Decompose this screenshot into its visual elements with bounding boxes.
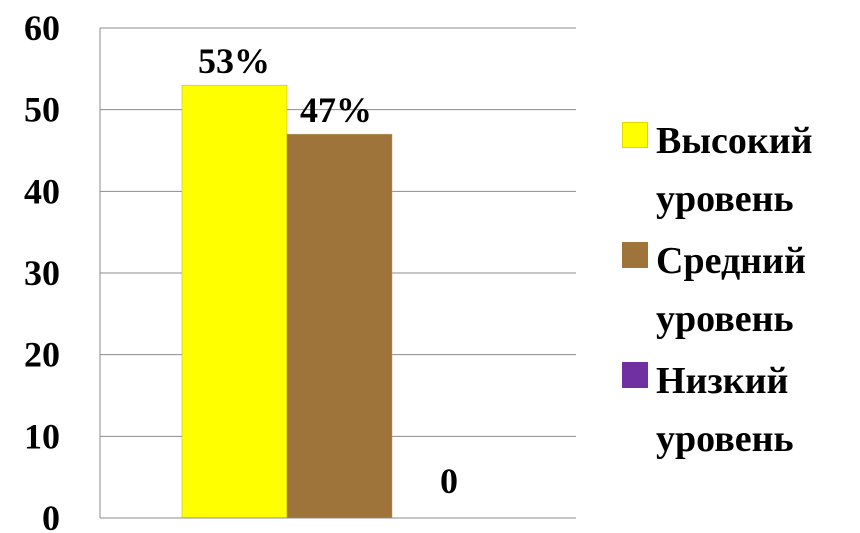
- y-tick-label-40: 40: [24, 171, 60, 211]
- legend-swatch-medium: [622, 242, 648, 268]
- y-tick-label-10: 10: [24, 416, 60, 456]
- y-tick-label-50: 50: [24, 90, 60, 130]
- legend-item-medium: Средний уровень: [622, 232, 858, 348]
- legend-swatch-low: [622, 362, 648, 388]
- y-tick-label-0: 0: [42, 498, 60, 533]
- y-tick-label-30: 30: [24, 253, 60, 293]
- y-tick-label-20: 20: [24, 335, 60, 375]
- data-label-medium: 47%: [300, 90, 372, 130]
- legend-label-low: Низкий уровень: [656, 360, 794, 460]
- data-labels: 53% 47% 0: [198, 41, 458, 501]
- data-label-low: 0: [440, 461, 458, 501]
- y-tick-label-60: 60: [24, 8, 60, 48]
- legend: Высокий уровень Средний уровень Низкий у…: [622, 112, 858, 472]
- legend-label-high: Высокий уровень: [656, 120, 813, 220]
- legend-item-high: Высокий уровень: [622, 112, 858, 228]
- legend-label-medium: Средний уровень: [656, 240, 806, 340]
- bar-high: [181, 84, 288, 519]
- data-label-high: 53%: [198, 41, 270, 81]
- bar-medium: [286, 133, 393, 519]
- bars: [181, 84, 393, 519]
- y-axis-tick-labels: 0 10 20 30 40 50 60: [24, 8, 60, 533]
- legend-item-low: Низкий уровень: [622, 352, 858, 468]
- legend-swatch-high: [622, 122, 648, 148]
